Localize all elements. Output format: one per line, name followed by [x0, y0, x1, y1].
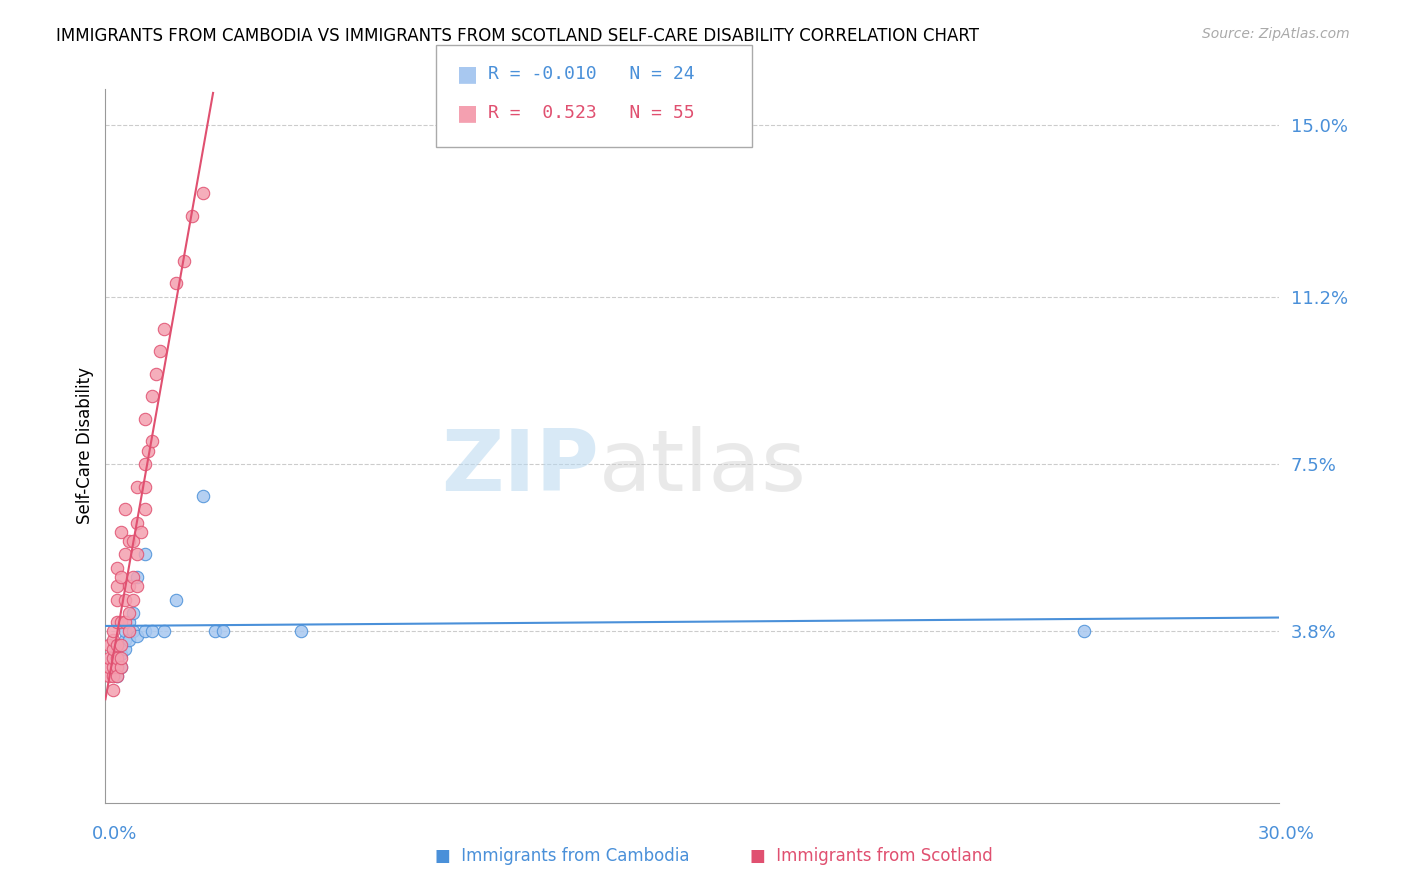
Point — [145, 367, 167, 381]
Point — [165, 277, 187, 291]
Point — [138, 443, 160, 458]
Point — [110, 570, 132, 584]
Point — [103, 642, 125, 657]
Point — [153, 321, 176, 335]
Point — [105, 615, 128, 629]
Point — [290, 624, 312, 639]
Point — [211, 624, 233, 639]
Text: IMMIGRANTS FROM CAMBODIA VS IMMIGRANTS FROM SCOTLAND SELF-CARE DISABILITY CORREL: IMMIGRANTS FROM CAMBODIA VS IMMIGRANTS F… — [56, 27, 979, 45]
Point — [103, 669, 125, 683]
Text: ■  Immigrants from Scotland: ■ Immigrants from Scotland — [751, 847, 993, 865]
Point — [165, 592, 187, 607]
Point — [125, 548, 148, 562]
Point — [105, 638, 128, 652]
Point — [110, 524, 132, 539]
Point — [110, 660, 132, 674]
Point — [134, 502, 156, 516]
Point — [118, 606, 141, 620]
Point — [98, 638, 121, 652]
Point — [105, 592, 128, 607]
Point — [118, 579, 141, 593]
Point — [114, 592, 136, 607]
Point — [114, 633, 136, 648]
Point — [134, 412, 156, 426]
Point — [98, 651, 121, 665]
Point — [105, 669, 128, 683]
Point — [193, 489, 215, 503]
Point — [105, 638, 128, 652]
Point — [125, 516, 148, 530]
Point — [114, 548, 136, 562]
Point — [105, 561, 128, 575]
Text: ZIP: ZIP — [441, 425, 599, 509]
Text: 0.0%: 0.0% — [91, 825, 136, 843]
Point — [110, 651, 132, 665]
Point — [103, 651, 125, 665]
Text: ■  Immigrants from Cambodia: ■ Immigrants from Cambodia — [434, 847, 690, 865]
Point — [118, 615, 141, 629]
Point — [105, 579, 128, 593]
Point — [125, 629, 148, 643]
Point — [1073, 624, 1095, 639]
Point — [114, 624, 136, 639]
Point — [204, 624, 226, 639]
Point — [134, 624, 156, 639]
Point — [149, 344, 172, 359]
Point — [110, 638, 132, 652]
Point — [121, 606, 143, 620]
Point — [103, 651, 125, 665]
Text: Source: ZipAtlas.com: Source: ZipAtlas.com — [1202, 27, 1350, 41]
Point — [110, 647, 132, 661]
Text: R =  0.523   N = 55: R = 0.523 N = 55 — [488, 104, 695, 122]
Point — [153, 624, 176, 639]
Point — [121, 592, 143, 607]
Point — [103, 624, 125, 639]
Point — [193, 186, 215, 200]
Point — [118, 633, 141, 648]
Point — [114, 502, 136, 516]
Point — [118, 533, 141, 548]
Point — [121, 624, 143, 639]
Point — [118, 624, 141, 639]
Point — [98, 669, 121, 683]
Point — [125, 579, 148, 593]
Point — [103, 682, 125, 697]
Text: ■: ■ — [457, 103, 478, 123]
Point — [114, 642, 136, 657]
Point — [121, 533, 143, 548]
Point — [98, 660, 121, 674]
Point — [134, 457, 156, 471]
Text: R = -0.010   N = 24: R = -0.010 N = 24 — [488, 65, 695, 83]
Point — [110, 615, 132, 629]
Point — [125, 480, 148, 494]
Point — [141, 389, 163, 403]
Point — [114, 615, 136, 629]
Text: atlas: atlas — [599, 425, 807, 509]
Point — [105, 651, 128, 665]
Point — [129, 524, 152, 539]
Text: 30.0%: 30.0% — [1258, 825, 1315, 843]
Point — [141, 434, 163, 449]
Point — [105, 669, 128, 683]
Point — [134, 480, 156, 494]
Point — [121, 570, 143, 584]
Text: ■: ■ — [457, 64, 478, 84]
Point — [110, 660, 132, 674]
Point — [141, 624, 163, 639]
Point — [105, 660, 128, 674]
Point — [103, 633, 125, 648]
Point — [125, 570, 148, 584]
Point — [173, 253, 195, 268]
Point — [103, 660, 125, 674]
Y-axis label: Self-Care Disability: Self-Care Disability — [76, 368, 94, 524]
Point — [134, 548, 156, 562]
Point — [180, 209, 202, 223]
